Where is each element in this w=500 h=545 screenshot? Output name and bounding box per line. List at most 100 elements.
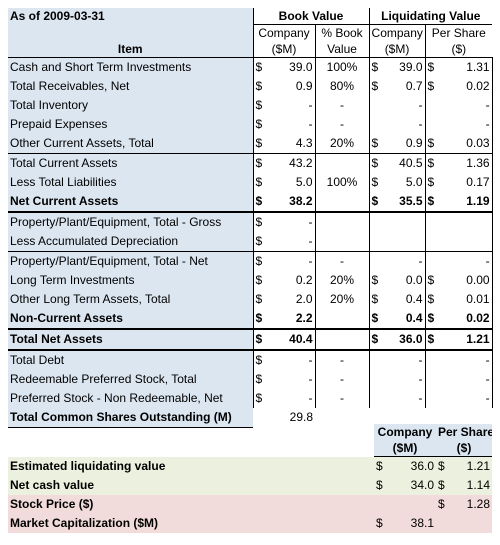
- summary-label: Estimated liquidating value: [8, 456, 374, 476]
- summary-header-spacer: [8, 424, 374, 440]
- pct-book-value: [314, 153, 370, 173]
- lv-currency: $: [368, 57, 384, 77]
- bv-value: 0.9: [295, 79, 313, 93]
- ps-value: 1.21: [439, 328, 493, 351]
- lv-currency: [368, 115, 384, 134]
- row-label: Non-Current Assets: [8, 309, 253, 330]
- lv-value: 40.5: [383, 153, 426, 173]
- ps-value: -: [439, 370, 493, 389]
- lv-currency: [368, 251, 384, 271]
- table-row: Long Term Investments $0.2 20% $0.0 $0.00: [8, 271, 493, 290]
- pct-book-value: -: [314, 251, 370, 271]
- table-row: Property/Plant/Equipment, Total - Gross $…: [8, 211, 493, 232]
- pct-book-value: -: [314, 370, 370, 389]
- table-row: Less Accumulated Depreciation $ -: [8, 232, 493, 252]
- ps-value: 1.19: [439, 192, 493, 213]
- lv-value: -: [418, 372, 423, 386]
- ps-value: -: [439, 115, 493, 134]
- bv-currency: $: [252, 77, 267, 96]
- ps-currency: [424, 389, 440, 408]
- ps-value: -: [439, 350, 493, 370]
- row-label: Total Debt: [8, 350, 253, 370]
- summary-company-header-2: ($M): [374, 440, 436, 457]
- bv-value: -: [308, 117, 313, 131]
- table-row: Cash and Short Term Investments $39.0 100%…: [8, 57, 493, 77]
- ps-value: 1.36: [439, 153, 493, 173]
- shares-outstanding-value: 29.8: [289, 410, 313, 425]
- header-spacer: [8, 24, 253, 41]
- lv-value: 39.0: [399, 60, 423, 74]
- pct-book-value: [314, 211, 370, 232]
- summary-label: Net cash value: [8, 476, 374, 495]
- bv-currency: $: [252, 134, 267, 154]
- lv-value: 0.4: [405, 292, 423, 306]
- summary-company-value: [388, 495, 436, 514]
- ps-currency: $: [424, 192, 440, 213]
- summary-company-currency: [374, 495, 388, 514]
- lv-value: [383, 211, 426, 232]
- bv-company-header-2: ($M): [252, 41, 315, 58]
- table-row: Property/Plant/Equipment, Total - Net $ - -…: [8, 251, 493, 271]
- summary-company-header-1: Company: [374, 424, 436, 440]
- lv-currency: [368, 232, 384, 252]
- per-share-header-2: ($): [424, 41, 493, 58]
- bv-value: -: [267, 211, 315, 232]
- ps-value: [439, 232, 493, 252]
- table-row: Other Long Term Assets, Total $2.0 20% $0.4…: [8, 290, 493, 309]
- table-row: Other Current Assets, Total $4.3 20% $0.9 $0…: [8, 134, 493, 154]
- ps-value: -: [439, 96, 493, 115]
- table-row: Total Net Assets $40.4 $36.0 $1.21: [8, 328, 493, 351]
- ps-currency: [424, 232, 440, 252]
- lv-value: 36.0: [383, 328, 426, 351]
- pct-book-value: 80%: [314, 77, 370, 96]
- ps-currency: $: [424, 173, 440, 192]
- summary-row: Market Capitalization ($M) $38.1: [8, 514, 493, 533]
- balance-sheet-table: As of 2009-03-31 Book Value Liquidating …: [8, 8, 493, 428]
- lv-value: -: [418, 98, 423, 112]
- bv-currency: $: [252, 96, 267, 115]
- bv-value: 43.2: [267, 153, 315, 173]
- bv-value: 40.4: [267, 328, 315, 351]
- ps-currency: [424, 350, 440, 370]
- table-row: Preferred Stock - Non Redeemable, Net $ - -…: [8, 389, 493, 408]
- lv-value: 35.5: [383, 192, 426, 213]
- summary-per-share-header-1: Per Share: [436, 424, 493, 440]
- bv-currency: $: [252, 115, 267, 134]
- bv-value: 2.2: [267, 309, 315, 330]
- lv-value: 0.7: [405, 79, 423, 93]
- ps-currency: $: [424, 290, 440, 309]
- row-label: Preferred Stock - Non Redeemable, Net: [8, 389, 253, 408]
- lv-currency: [368, 96, 384, 115]
- bv-currency: $: [252, 57, 267, 77]
- pct-book-value: -: [314, 389, 370, 408]
- row-label: Total Current Assets: [8, 153, 253, 173]
- bv-currency: $: [252, 271, 267, 290]
- bv-value: -: [308, 98, 313, 112]
- lv-currency: [368, 370, 384, 389]
- bv-currency: $: [252, 290, 267, 309]
- summary-per-share-value: [450, 514, 493, 533]
- ps-value: 0.03: [439, 134, 493, 154]
- pct-book-value: -: [314, 350, 370, 370]
- lv-currency: $: [368, 173, 384, 192]
- lv-value: -: [418, 391, 423, 405]
- lv-value: [383, 232, 425, 252]
- table-row: Non-Current Assets $2.2 $0.4 $0.02: [8, 309, 493, 330]
- summary-label: Market Capitalization ($M): [8, 514, 374, 533]
- summary-row: Estimated liquidating value $36.0 $1.21: [8, 456, 493, 476]
- bv-currency: $: [252, 328, 267, 351]
- ps-currency: $: [424, 271, 440, 290]
- summary-per-share-header-2: ($): [436, 440, 493, 457]
- ps-currency: $: [424, 328, 440, 351]
- summary-per-share-value: 1.28: [450, 495, 493, 514]
- pct-book-value: 100%: [314, 173, 370, 192]
- bv-value: 4.3: [295, 136, 313, 150]
- pct-book-header-1: % Book: [314, 24, 370, 41]
- bv-currency: $: [252, 173, 267, 192]
- ps-value: -: [439, 251, 493, 271]
- summary-company-currency: $: [374, 514, 388, 533]
- lv-company-header-2: ($M): [368, 41, 426, 58]
- summary-row: Net cash value $34.0 $1.14: [8, 476, 493, 495]
- pct-book-header-2: Value: [314, 41, 370, 58]
